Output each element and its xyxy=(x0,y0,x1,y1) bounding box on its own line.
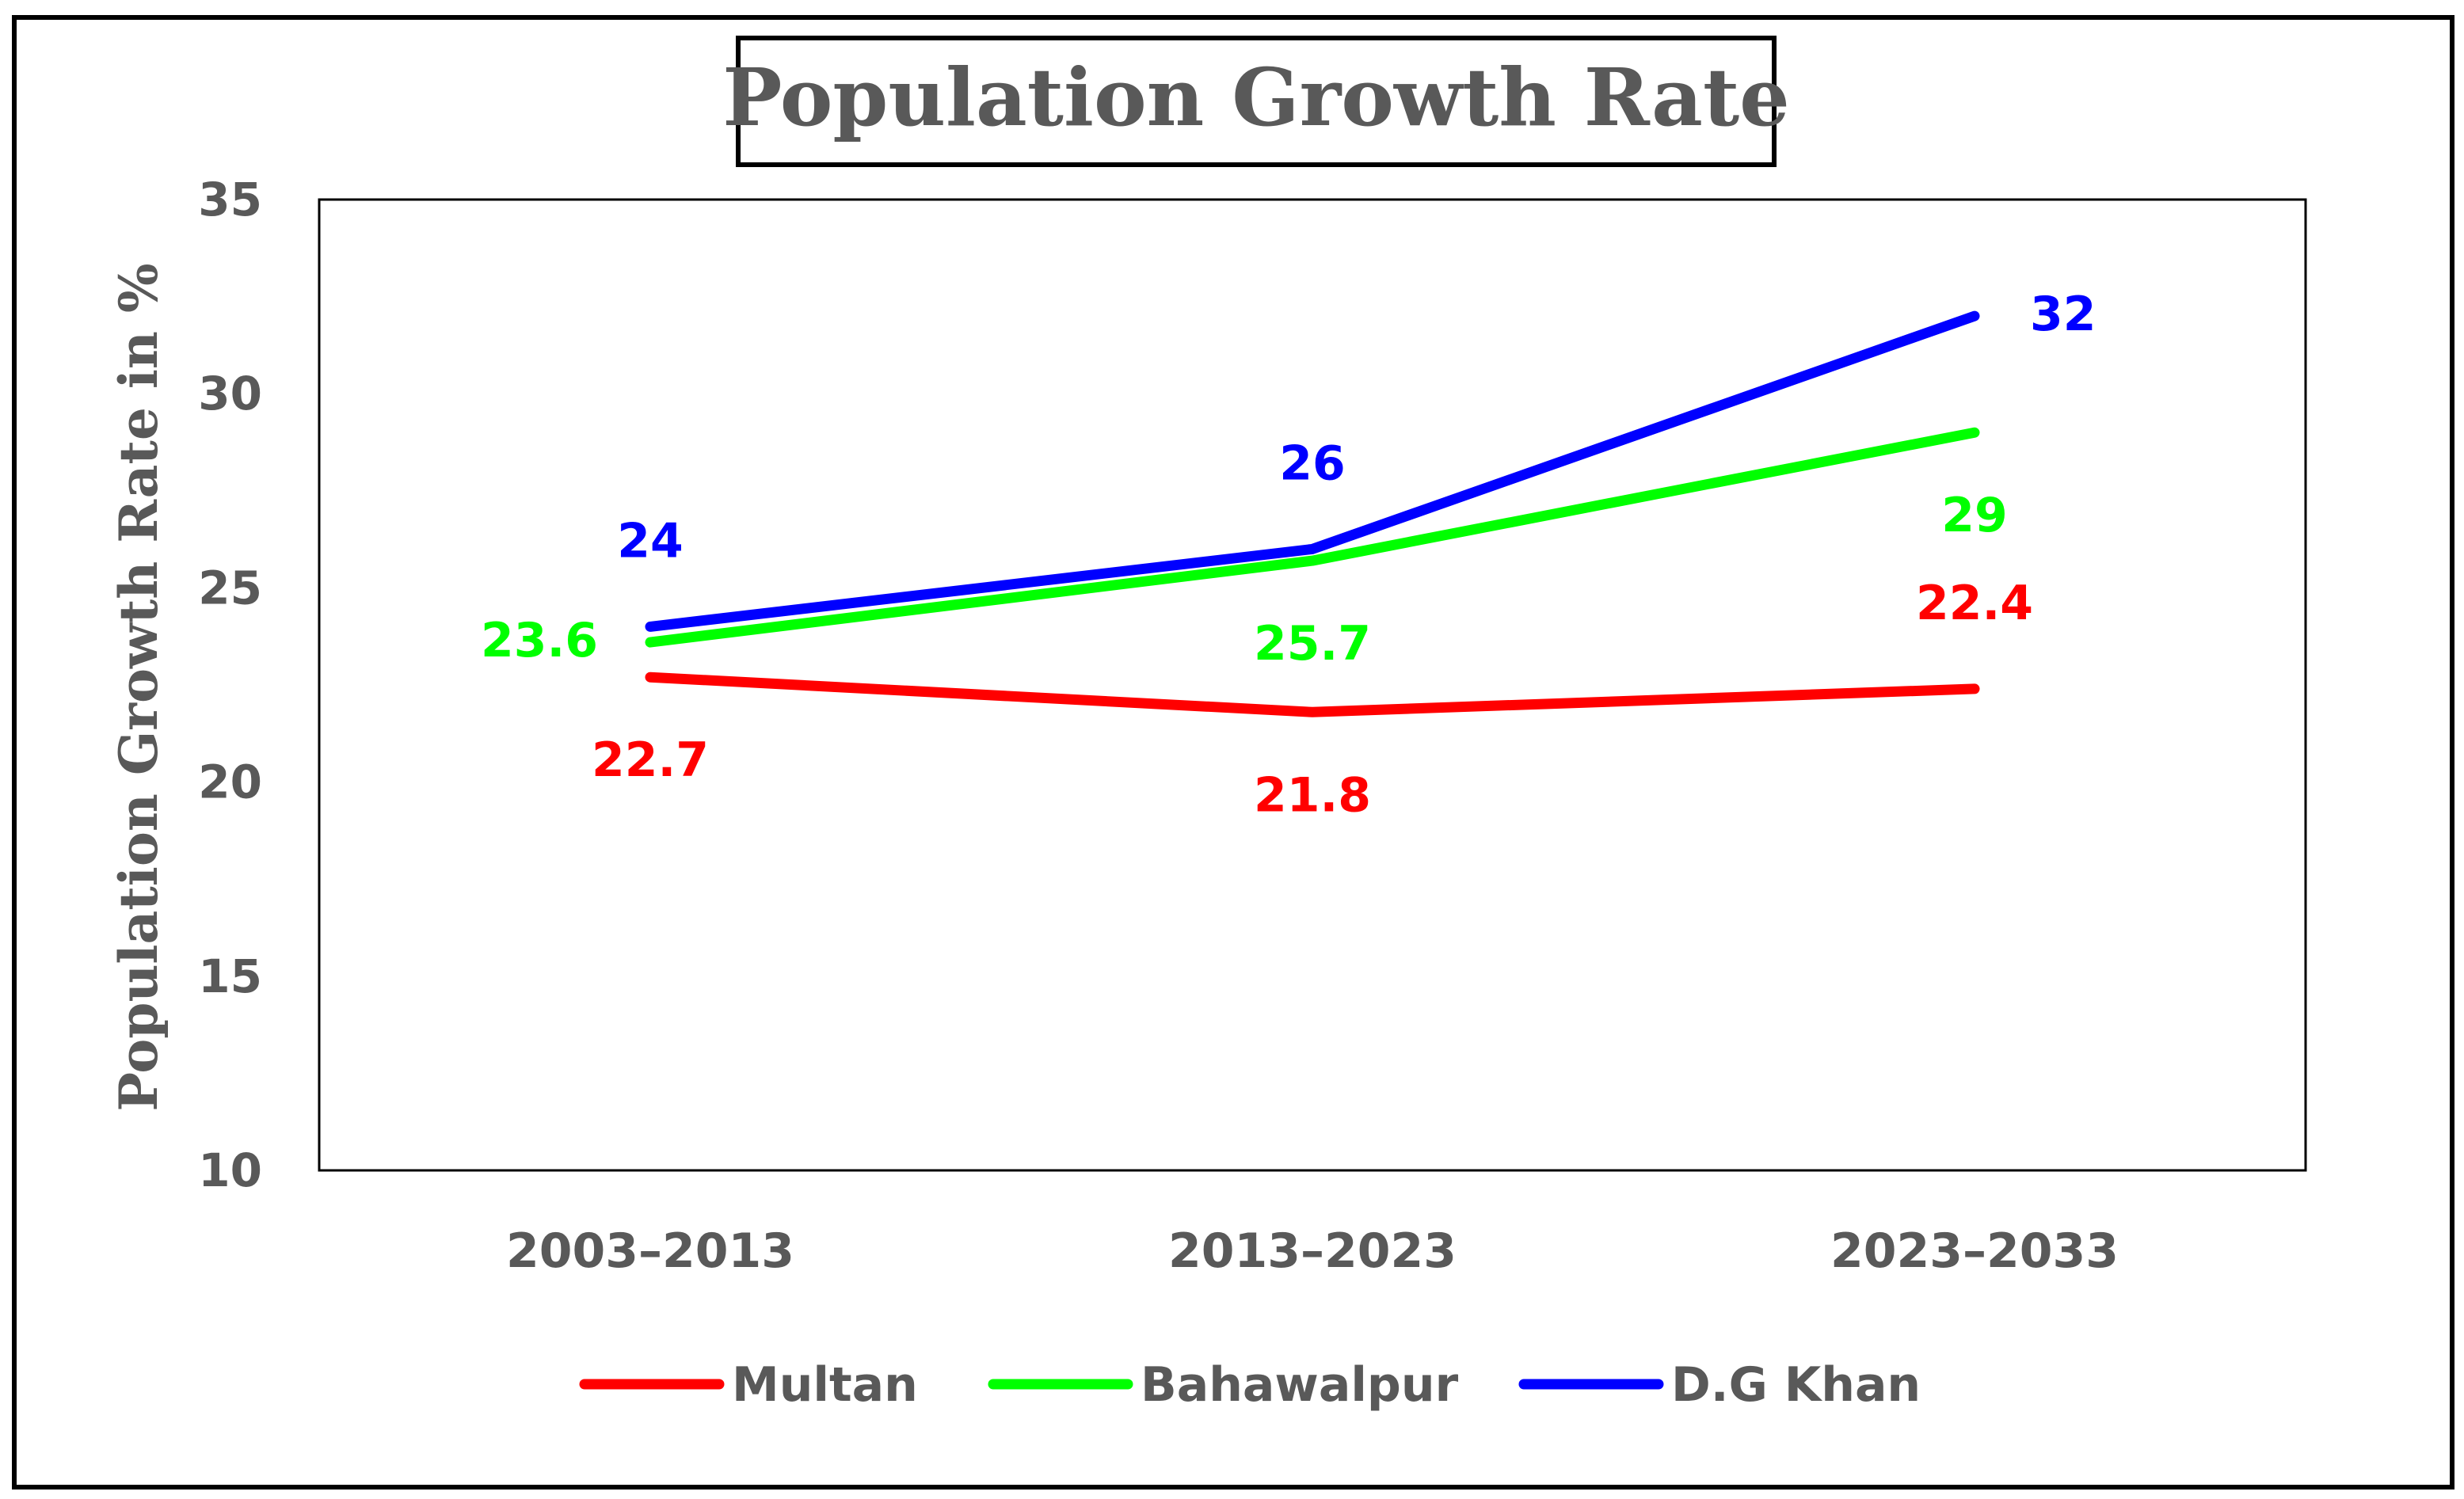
series-line-bahawalpur xyxy=(645,427,1980,648)
title-box xyxy=(736,36,1777,167)
y-tick-label: 35 xyxy=(198,173,262,226)
legend-label: Multan xyxy=(732,1357,918,1413)
legend-label: Bahawalpur xyxy=(1141,1357,1459,1413)
data-label: 21.8 xyxy=(1254,767,1371,823)
legend: Multan Bahawalpur D.G Khan xyxy=(579,1357,1921,1413)
data-label: 22.7 xyxy=(592,732,709,788)
y-tick-label: 10 xyxy=(198,1143,262,1197)
data-label: 24 xyxy=(617,513,684,569)
x-category-label: 2003–2013 xyxy=(506,1223,794,1279)
series-lines xyxy=(645,310,1980,717)
x-category-label: 2023–2033 xyxy=(1830,1223,2119,1279)
series-line-multan xyxy=(645,672,1980,717)
legend-label: D.G Khan xyxy=(1671,1357,1921,1413)
data-label: 22.4 xyxy=(1916,576,2033,631)
data-labels: 22.7 21.8 22.4 23.6 25.7 29 24 26 32 xyxy=(481,287,2096,823)
data-label: 25.7 xyxy=(1254,616,1371,672)
series-line-d-g-khan xyxy=(645,310,1980,632)
y-tick-label: 20 xyxy=(198,755,262,809)
data-label: 29 xyxy=(1941,488,2008,543)
data-label: 26 xyxy=(1279,436,1346,491)
chart-title: Population Growth Rate xyxy=(722,51,1790,144)
y-axis-title: Population Growth Rate in % xyxy=(108,263,169,1111)
y-axis-ticks: 10 15 20 25 30 35 xyxy=(198,173,262,1197)
y-tick-label: 15 xyxy=(198,949,262,1003)
plot-area xyxy=(318,198,2307,1172)
y-tick-label: 30 xyxy=(198,367,262,420)
data-label: 23.6 xyxy=(481,613,598,668)
x-category-label: 2013–2023 xyxy=(1168,1223,1457,1279)
y-tick-label: 25 xyxy=(198,561,262,614)
data-label: 32 xyxy=(2030,287,2096,342)
x-axis-categories: 2003–2013 2013–2023 2023–2033 xyxy=(506,1223,2119,1279)
